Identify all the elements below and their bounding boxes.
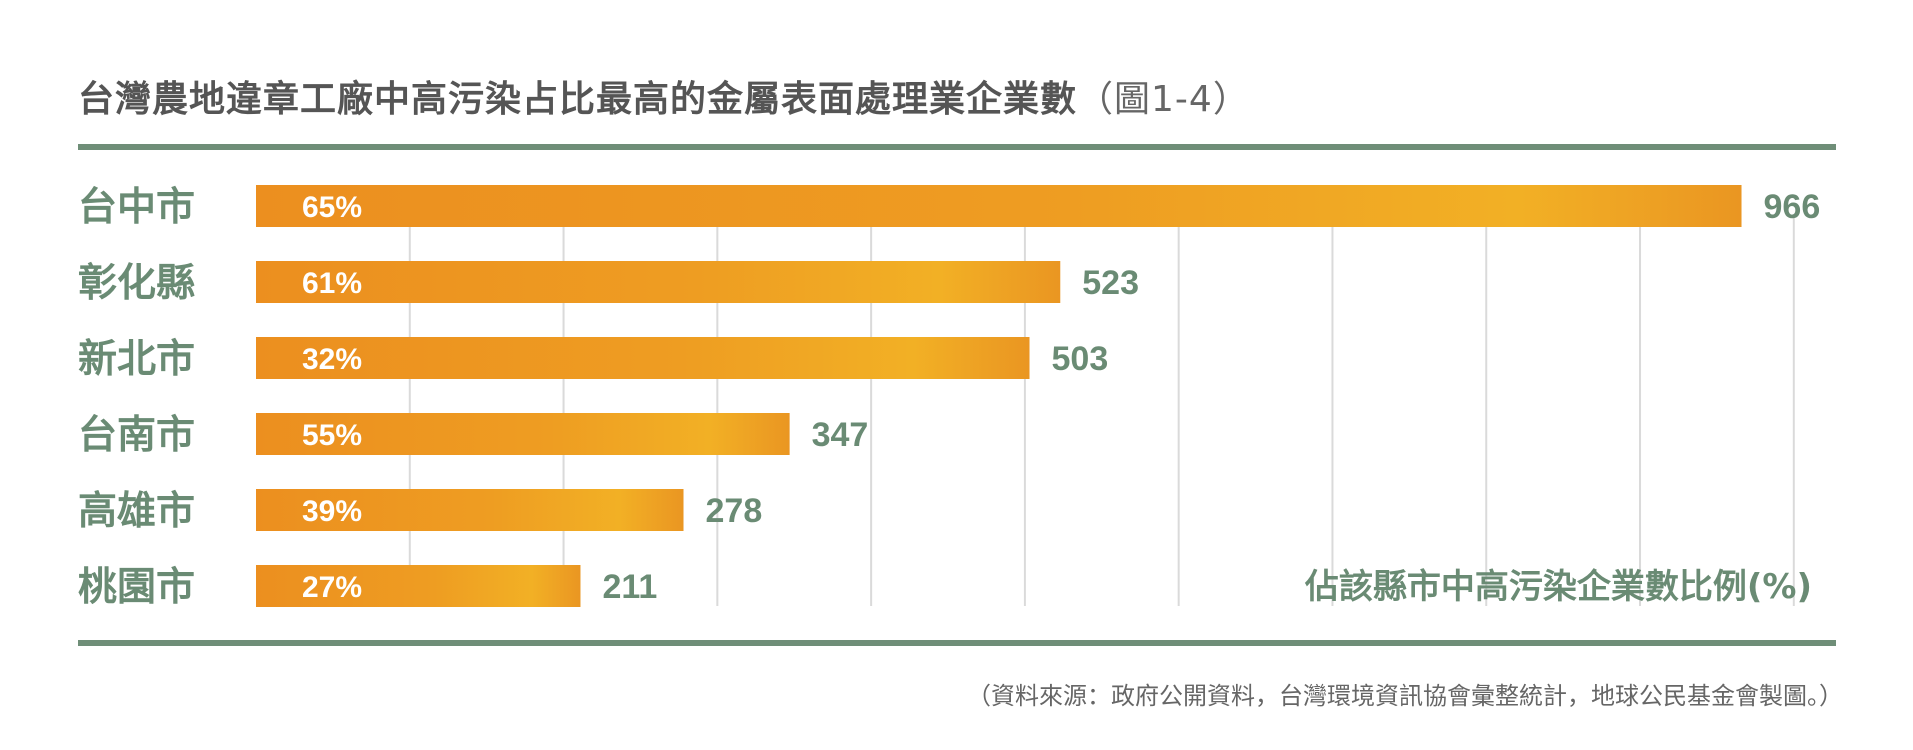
percent-label: 65% — [302, 191, 362, 224]
top-rule — [78, 144, 1836, 150]
source-note: （資料來源：政府公開資料，台灣環境資訊協會彙整統計，地球公民基金會製圖。） — [967, 682, 1843, 710]
chart-title-figure-number: （圖1-4） — [1077, 79, 1250, 120]
labels: 台中市 65% 966 彰化縣 61% 523 新北市 32% 503 台南市 55% 347 高雄市 3… — [78, 185, 1820, 610]
chart-title-text: 台灣農地違章工廠中高污染占比最高的金屬表面處理業企業數 — [78, 79, 1078, 120]
percent-label: 39% — [302, 495, 362, 528]
value-label: 523 — [1082, 264, 1139, 302]
bar — [256, 185, 1742, 227]
value-label: 347 — [812, 416, 869, 454]
category-label: 高雄市 — [78, 489, 195, 534]
bar — [256, 261, 1061, 303]
chart-title: 台灣農地違章工廠中高污染占比最高的金屬表面處理業企業數（圖1-4） — [78, 70, 1250, 122]
percent-legend: 佔該縣市中高污染企業數比例(%) — [1304, 567, 1812, 607]
bar — [256, 413, 790, 455]
bars — [256, 185, 1742, 607]
category-label: 台中市 — [78, 185, 195, 230]
value-label: 278 — [706, 492, 763, 530]
percent-label: 61% — [302, 267, 362, 300]
category-label: 台南市 — [78, 413, 195, 458]
percent-label: 55% — [302, 419, 362, 452]
percent-label: 27% — [302, 571, 362, 604]
value-label: 211 — [602, 568, 657, 606]
bar — [256, 489, 684, 531]
value-label: 503 — [1052, 340, 1109, 378]
category-label: 桃園市 — [78, 565, 195, 610]
category-label: 新北市 — [78, 337, 195, 382]
percent-label: 32% — [302, 343, 362, 376]
value-label: 966 — [1764, 188, 1821, 226]
bar — [256, 565, 581, 607]
bottom-rule — [78, 640, 1836, 646]
bar — [256, 337, 1030, 379]
category-label: 彰化縣 — [78, 261, 195, 306]
